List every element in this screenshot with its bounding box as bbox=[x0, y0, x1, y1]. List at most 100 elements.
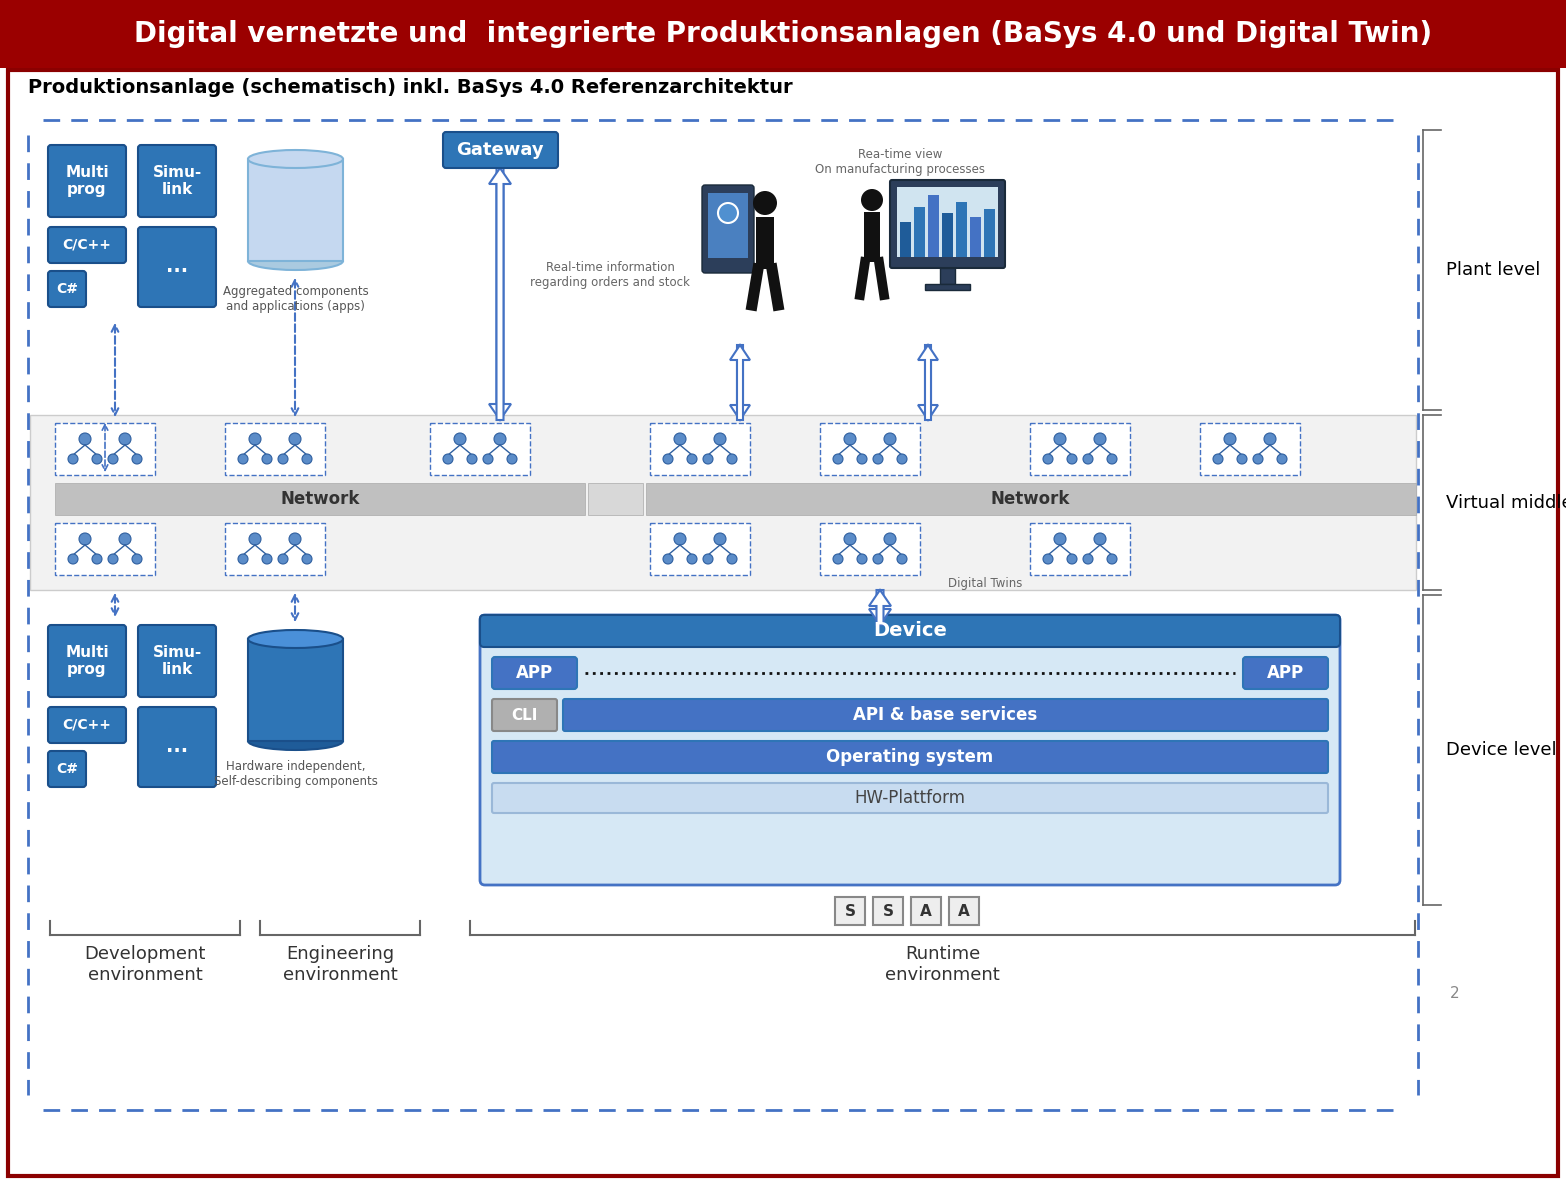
Circle shape bbox=[279, 554, 288, 564]
Circle shape bbox=[872, 453, 883, 464]
Circle shape bbox=[687, 453, 697, 464]
Circle shape bbox=[883, 533, 896, 545]
Circle shape bbox=[454, 433, 467, 445]
Bar bbox=[1030, 523, 1131, 575]
Circle shape bbox=[1107, 554, 1117, 564]
Text: Digital Twins: Digital Twins bbox=[947, 577, 1023, 590]
Circle shape bbox=[1264, 433, 1276, 445]
Circle shape bbox=[290, 533, 301, 545]
Circle shape bbox=[703, 453, 713, 464]
Text: Simu-
link: Simu- link bbox=[152, 165, 202, 198]
Bar bbox=[55, 423, 155, 475]
Circle shape bbox=[467, 453, 478, 464]
Circle shape bbox=[717, 202, 738, 223]
Text: C#: C# bbox=[56, 282, 78, 296]
FancyBboxPatch shape bbox=[492, 699, 557, 731]
Circle shape bbox=[1214, 453, 1223, 464]
FancyBboxPatch shape bbox=[889, 180, 1005, 268]
FancyBboxPatch shape bbox=[49, 751, 86, 787]
Text: APP: APP bbox=[1267, 664, 1304, 682]
Bar bbox=[650, 423, 750, 475]
Bar bbox=[929, 195, 940, 257]
Circle shape bbox=[132, 453, 143, 464]
FancyBboxPatch shape bbox=[443, 131, 557, 168]
Circle shape bbox=[1237, 453, 1247, 464]
Circle shape bbox=[78, 533, 91, 545]
Text: Runtime
environment: Runtime environment bbox=[885, 945, 999, 984]
Circle shape bbox=[857, 453, 868, 464]
Ellipse shape bbox=[247, 630, 343, 648]
Circle shape bbox=[119, 433, 132, 445]
FancyBboxPatch shape bbox=[702, 185, 753, 274]
FancyBboxPatch shape bbox=[492, 741, 1328, 773]
Text: Device: Device bbox=[874, 622, 947, 641]
Circle shape bbox=[1043, 554, 1052, 564]
Text: 2: 2 bbox=[1450, 985, 1460, 1000]
FancyArrow shape bbox=[918, 345, 938, 420]
Text: ...: ... bbox=[166, 738, 188, 757]
Circle shape bbox=[1066, 554, 1077, 564]
Circle shape bbox=[857, 554, 868, 564]
Circle shape bbox=[108, 554, 117, 564]
FancyArrow shape bbox=[489, 168, 511, 420]
Text: Produktionsanlage (schematisch) inkl. BaSys 4.0 Referenzarchitektur: Produktionsanlage (schematisch) inkl. Ba… bbox=[28, 78, 792, 97]
Circle shape bbox=[753, 191, 777, 215]
Circle shape bbox=[687, 554, 697, 564]
Bar bbox=[943, 213, 954, 257]
Text: Device level: Device level bbox=[1445, 741, 1557, 759]
Text: Virtual middleware: Virtual middleware bbox=[1445, 494, 1566, 511]
Circle shape bbox=[507, 453, 517, 464]
Bar bbox=[30, 416, 1416, 590]
Text: A: A bbox=[958, 903, 969, 919]
FancyBboxPatch shape bbox=[492, 783, 1328, 813]
Circle shape bbox=[844, 433, 857, 445]
Bar bbox=[55, 483, 586, 515]
Circle shape bbox=[844, 533, 857, 545]
Text: Rea-time view
On manufacturing processes: Rea-time view On manufacturing processes bbox=[814, 148, 985, 176]
Circle shape bbox=[249, 533, 262, 545]
Bar bbox=[983, 210, 994, 257]
Circle shape bbox=[1253, 453, 1264, 464]
Text: Multi
prog: Multi prog bbox=[66, 645, 108, 677]
Circle shape bbox=[1225, 433, 1236, 445]
Circle shape bbox=[443, 453, 453, 464]
Bar bbox=[247, 159, 343, 260]
Bar bbox=[940, 268, 955, 284]
Text: Plant level: Plant level bbox=[1445, 260, 1541, 279]
Text: Real-time information
regarding orders and stock: Real-time information regarding orders a… bbox=[529, 260, 691, 289]
Circle shape bbox=[1066, 453, 1077, 464]
Circle shape bbox=[92, 453, 102, 464]
Bar bbox=[55, 523, 155, 575]
Text: C/C++: C/C++ bbox=[63, 238, 111, 252]
Circle shape bbox=[727, 453, 738, 464]
FancyBboxPatch shape bbox=[1243, 657, 1328, 689]
Text: Aggregated components
and applications (apps): Aggregated components and applications (… bbox=[222, 285, 368, 313]
Circle shape bbox=[1095, 433, 1106, 445]
Bar bbox=[587, 483, 644, 515]
Text: Engineering
environment: Engineering environment bbox=[282, 945, 398, 984]
Circle shape bbox=[1084, 554, 1093, 564]
Bar bbox=[900, 223, 911, 257]
Circle shape bbox=[1054, 533, 1066, 545]
Circle shape bbox=[1276, 453, 1287, 464]
Text: Simu-
link: Simu- link bbox=[152, 645, 202, 677]
Circle shape bbox=[833, 554, 843, 564]
Ellipse shape bbox=[247, 150, 343, 168]
Bar bbox=[911, 897, 941, 925]
Circle shape bbox=[67, 554, 78, 564]
Text: ...: ... bbox=[166, 257, 188, 277]
Circle shape bbox=[132, 554, 143, 564]
Text: Network: Network bbox=[280, 490, 360, 508]
FancyArrow shape bbox=[869, 590, 891, 625]
Ellipse shape bbox=[247, 732, 343, 749]
Bar bbox=[708, 193, 749, 258]
Circle shape bbox=[238, 554, 247, 564]
Circle shape bbox=[883, 433, 896, 445]
Circle shape bbox=[67, 453, 78, 464]
Circle shape bbox=[238, 453, 247, 464]
Text: Network: Network bbox=[990, 490, 1070, 508]
Text: C#: C# bbox=[56, 762, 78, 776]
FancyBboxPatch shape bbox=[49, 227, 125, 263]
Circle shape bbox=[249, 433, 262, 445]
FancyArrow shape bbox=[756, 217, 774, 269]
